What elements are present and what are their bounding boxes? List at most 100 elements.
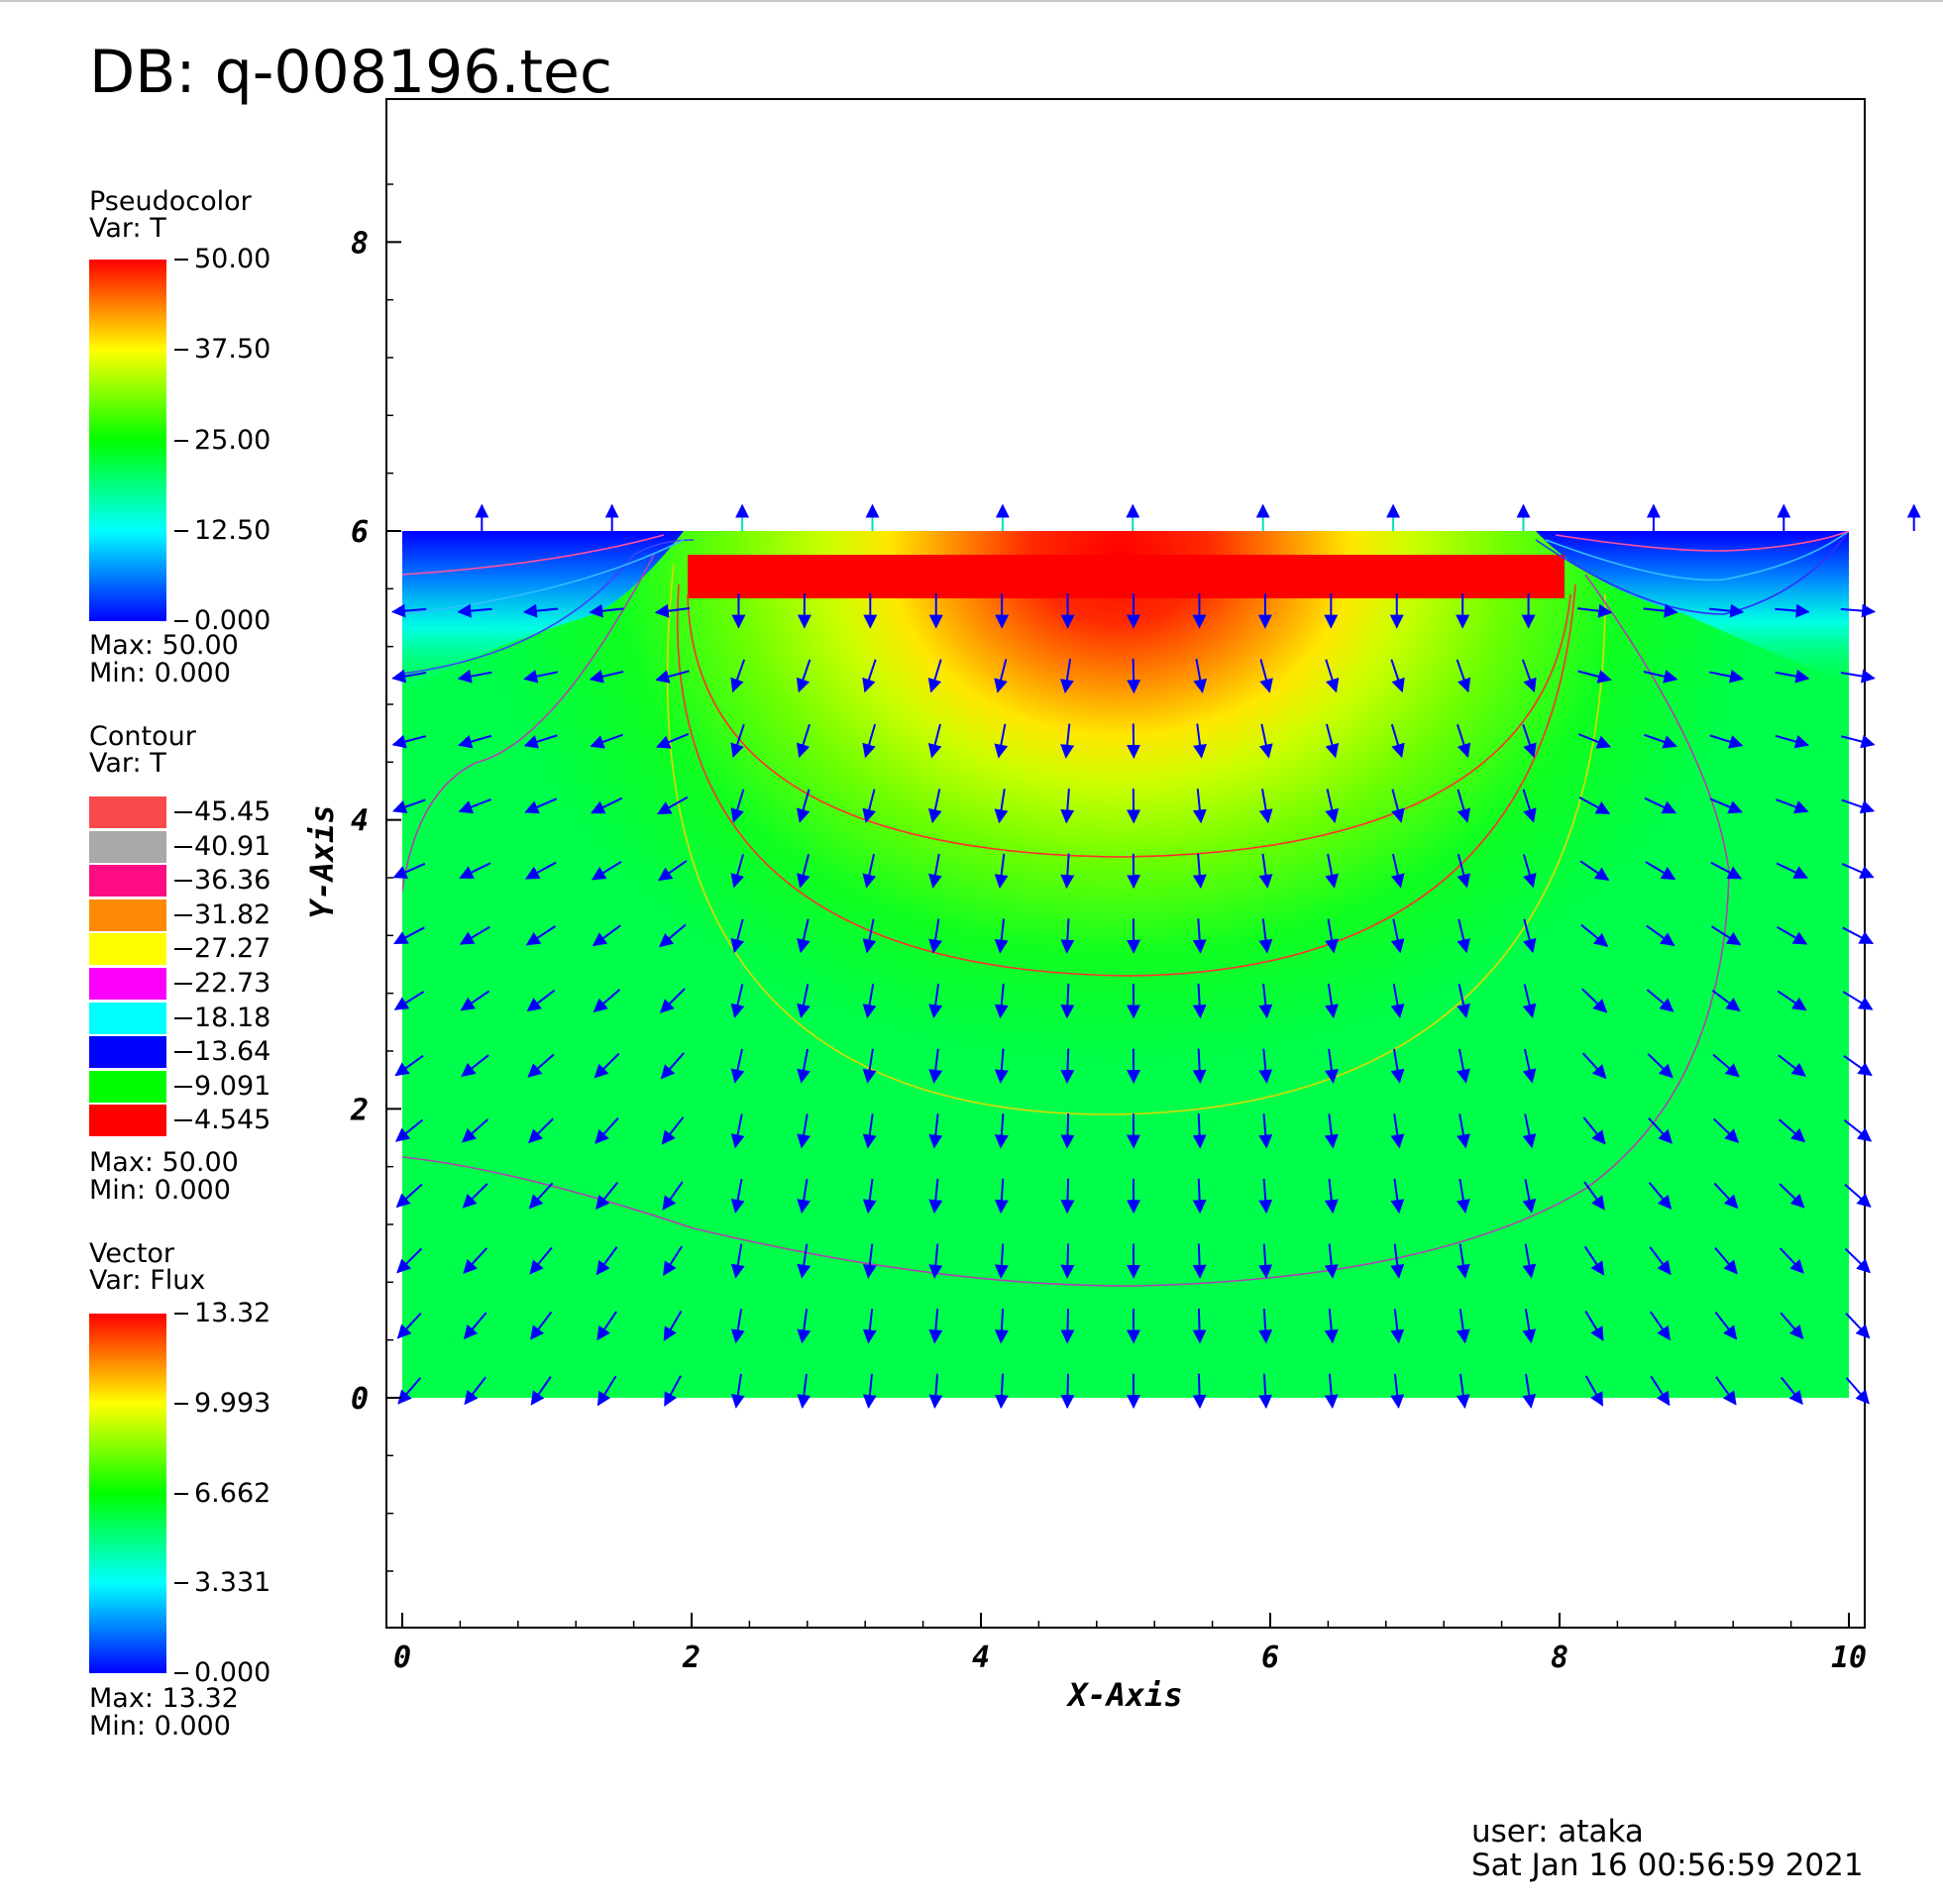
flux-arrow <box>1777 990 1807 1011</box>
contour-tick-mark <box>174 1051 192 1054</box>
flux-arrow <box>457 669 492 684</box>
flux-arrow <box>1650 1375 1671 1407</box>
flux-arrow <box>391 669 427 684</box>
x-tick-label: 10 <box>1831 1640 1867 1675</box>
flux-arrow <box>797 1243 811 1279</box>
flux-arrow <box>1844 1247 1871 1274</box>
contour-tick-mark <box>174 880 192 883</box>
flux-arrow <box>1709 669 1744 684</box>
flux-arrow <box>1060 918 1075 954</box>
flux-arrow <box>928 918 942 954</box>
flux-arrow <box>458 734 492 749</box>
flux-arrow <box>1258 983 1273 1019</box>
flux-vectors <box>390 503 1921 1410</box>
flux-arrow <box>1775 603 1810 618</box>
flux-arrow <box>660 1052 686 1080</box>
flux-arrow <box>464 1376 486 1406</box>
flux-arrow <box>1192 853 1207 890</box>
flux-arrow <box>1193 658 1208 693</box>
flux-arrow <box>1715 1376 1737 1406</box>
flux-arrow <box>1712 1053 1740 1078</box>
contour-line <box>402 574 1730 1287</box>
flux-arrow <box>523 734 558 749</box>
x-tick-label: 4 <box>972 1640 990 1675</box>
flux-arrow <box>928 1243 943 1279</box>
temperature-field <box>402 531 1849 1398</box>
flux-arrow <box>657 860 688 882</box>
flux-arrow <box>1643 669 1678 684</box>
flux-arrow <box>1325 853 1340 889</box>
flux-arrow <box>393 926 425 945</box>
flux-arrow <box>1581 988 1608 1013</box>
flux-arrow <box>730 1048 745 1084</box>
flux-arrow <box>461 1054 489 1077</box>
flux-arrow <box>528 1182 554 1210</box>
y-tick-label: 0 <box>351 1382 369 1417</box>
flux-arrow <box>994 723 1009 759</box>
flux-arrow <box>1778 1118 1806 1143</box>
flux-arrow <box>1775 734 1810 749</box>
flux-arrow <box>1060 1373 1075 1410</box>
flux-arrow <box>1324 1048 1339 1084</box>
flux-arrow <box>392 862 426 879</box>
vector-tick-mark <box>174 1313 188 1315</box>
flux-arrow <box>1577 733 1612 749</box>
timestamp: Sat Jan 16 00:56:59 2021 <box>1471 1848 1864 1883</box>
flux-arrow <box>1390 853 1405 889</box>
flux-arrow <box>522 603 559 618</box>
flux-arrow <box>390 603 427 618</box>
flux-arrow <box>1714 1246 1738 1275</box>
flux-arrow <box>730 1243 745 1279</box>
flux-arrow <box>1709 797 1743 814</box>
flux-arrow <box>663 1310 683 1341</box>
contour-min: Min: 0.000 <box>89 1175 231 1206</box>
flux-arrow <box>1522 1113 1537 1149</box>
flux-arrow <box>928 1178 943 1215</box>
flux-arrow <box>395 1183 423 1209</box>
flux-arrow <box>928 1309 943 1344</box>
flux-arrow <box>1580 923 1609 947</box>
flux-arrow <box>1776 798 1809 814</box>
flux-arrow <box>524 797 558 814</box>
pseudocolor-tick-mark <box>174 439 188 442</box>
contour-tick-mark <box>174 913 192 916</box>
flux-arrow <box>797 1178 811 1215</box>
flux-arrow <box>1192 918 1207 954</box>
flux-arrow <box>1456 1178 1470 1214</box>
flux-arrow <box>525 925 556 946</box>
flux-arrow <box>928 1048 943 1084</box>
vector-tick-mark <box>174 1402 188 1405</box>
flux-arrow <box>994 1178 1009 1215</box>
flux-arrow <box>528 1117 554 1144</box>
flux-arrow <box>394 1054 424 1077</box>
flux-arrow <box>1645 861 1676 881</box>
flux-arrow <box>1192 1309 1207 1344</box>
pseudocolor-tick-label: 50.00 <box>194 244 271 274</box>
flux-arrow <box>1713 1182 1739 1210</box>
flux-arrow <box>530 1376 552 1406</box>
vector-legend-title: Vector <box>89 1238 175 1269</box>
vector-tick-label: 0.000 <box>194 1657 271 1688</box>
flux-arrow <box>1325 983 1339 1019</box>
contour-swatch <box>89 899 166 931</box>
flux-arrow <box>527 1053 555 1078</box>
flux-arrow <box>1060 789 1075 824</box>
vector-legend-var: Var: Flux <box>89 1265 206 1296</box>
flux-arrow <box>928 1113 943 1149</box>
flux-arrow <box>1646 924 1675 947</box>
flux-arrow <box>595 1181 619 1211</box>
y-tick-label: 4 <box>351 804 369 839</box>
flux-arrow <box>1192 789 1207 824</box>
flux-arrow <box>1841 798 1876 814</box>
flux-arrow <box>525 861 557 880</box>
flux-arrow <box>1845 1313 1871 1339</box>
vector-tick-mark <box>174 1582 188 1585</box>
flux-arrow <box>1060 723 1075 759</box>
y-axis-label: Y-Axis <box>303 804 341 919</box>
flux-arrow <box>1457 1113 1470 1149</box>
vector-tick-label: 13.32 <box>194 1298 271 1328</box>
contour-tick-mark <box>174 1085 192 1088</box>
flux-arrow <box>654 603 691 618</box>
flux-arrow <box>391 798 426 814</box>
flux-arrow <box>1710 861 1743 880</box>
